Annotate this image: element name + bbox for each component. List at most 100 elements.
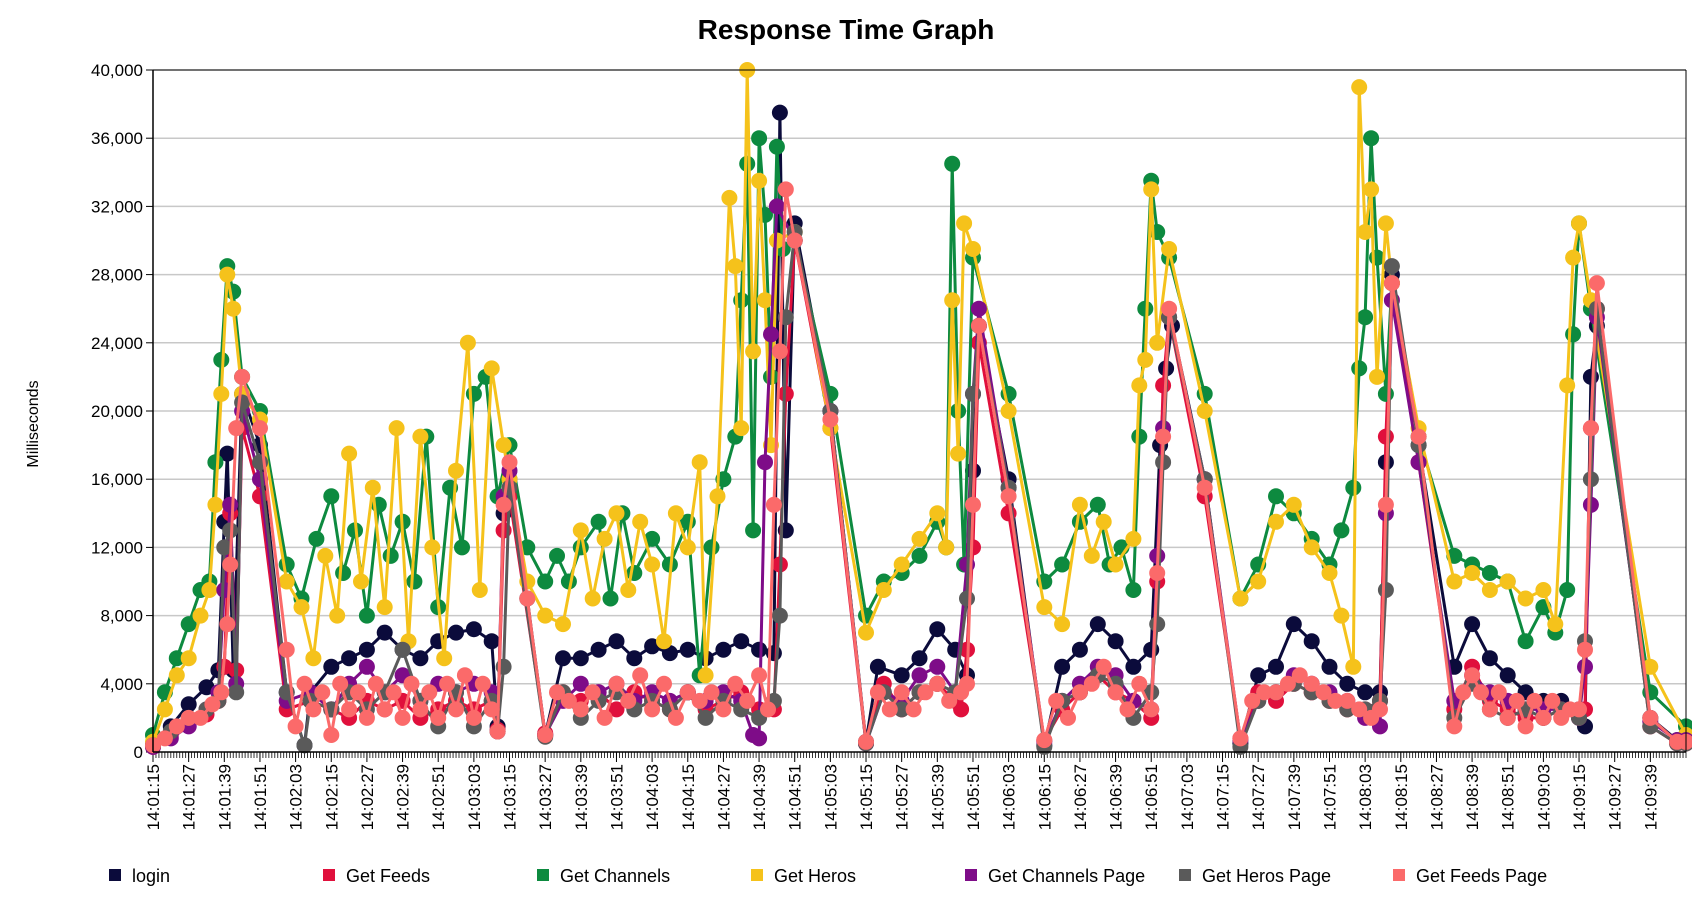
data-point [1345, 658, 1362, 675]
data-point [1372, 701, 1388, 718]
data-point [454, 539, 470, 556]
data-point [216, 539, 233, 556]
x-tick-label: 14:04:39 [750, 764, 769, 830]
data-point [465, 709, 482, 726]
data-point [192, 607, 209, 624]
data-point [204, 696, 221, 713]
data-point [869, 658, 886, 675]
data-point [305, 650, 322, 667]
series-login [145, 104, 1692, 754]
data-point [555, 650, 571, 667]
data-point [667, 505, 684, 522]
data-point [590, 641, 607, 658]
data-point [332, 675, 349, 692]
data-point [382, 547, 399, 564]
x-tick-label: 14:01:15 [144, 764, 163, 830]
data-point [1083, 675, 1100, 692]
data-point [644, 530, 661, 547]
data-point [763, 368, 779, 385]
legend-item: Get Heros [751, 866, 856, 886]
data-point [893, 684, 910, 701]
data-point [911, 547, 928, 564]
data-point [465, 621, 482, 638]
y-tick-label: 40,000 [91, 61, 143, 80]
data-point [403, 675, 420, 692]
legend-label: Get Heros Page [1202, 866, 1331, 886]
data-point [207, 454, 224, 471]
data-point [1125, 658, 1142, 675]
data-point [1377, 215, 1394, 232]
data-point [323, 488, 340, 505]
x-tick-label: 14:07:51 [1320, 764, 1339, 830]
data-point [965, 496, 981, 513]
data-point [751, 667, 768, 684]
data-point [1363, 130, 1380, 147]
data-point [1131, 428, 1148, 445]
data-point [626, 565, 643, 581]
x-tick-label: 14:07:27 [1249, 764, 1268, 830]
series-layer [145, 62, 1692, 755]
data-point [424, 539, 441, 556]
x-tick-label: 14:07:03 [1178, 764, 1197, 830]
data-point [739, 692, 756, 709]
data-point [768, 232, 785, 249]
y-tick-label: 20,000 [91, 402, 143, 421]
data-point [881, 701, 898, 718]
data-point [459, 334, 476, 351]
data-point [970, 300, 987, 317]
data-point [537, 727, 554, 743]
data-point [353, 573, 369, 590]
data-point [474, 675, 491, 692]
data-point [679, 539, 696, 556]
x-tick-label: 14:06:27 [1071, 764, 1090, 830]
data-point [180, 696, 197, 713]
data-point [483, 633, 500, 650]
data-point [308, 530, 325, 547]
data-point [439, 675, 456, 692]
y-tick-label: 16,000 [91, 470, 143, 489]
data-point [519, 590, 536, 607]
data-point [412, 428, 429, 445]
data-point [745, 522, 762, 539]
x-tick-label: 14:04:03 [643, 764, 662, 830]
data-point [376, 624, 393, 641]
data-point [1000, 403, 1017, 419]
data-point [1196, 403, 1213, 419]
data-point [358, 607, 375, 624]
data-point [156, 730, 173, 747]
data-point [572, 522, 589, 539]
legend-swatch [965, 869, 977, 881]
data-point [323, 727, 340, 743]
x-tick-label: 14:05:15 [857, 764, 876, 830]
data-point [1279, 675, 1296, 692]
x-tick-label: 14:06:15 [1035, 764, 1054, 830]
data-point [768, 138, 785, 155]
data-point [555, 616, 571, 633]
data-point [1107, 633, 1124, 650]
data-point [765, 496, 782, 513]
data-point [180, 616, 197, 633]
x-tick-label: 14:02:39 [394, 764, 413, 830]
data-point [1149, 334, 1166, 351]
data-point [495, 437, 512, 454]
data-point [602, 590, 619, 607]
data-point [1473, 684, 1489, 701]
data-point [1377, 428, 1394, 445]
data-point [495, 496, 512, 513]
data-point [596, 530, 613, 547]
data-point [1642, 658, 1659, 675]
series-line [151, 68, 1688, 743]
data-point [626, 650, 643, 667]
x-tick-label: 14:06:03 [1000, 764, 1019, 830]
data-point [905, 701, 922, 718]
legend-item: Get Channels Page [965, 866, 1145, 886]
data-point [771, 607, 788, 624]
data-point [1410, 428, 1427, 445]
data-point [1571, 215, 1587, 232]
data-point [751, 730, 768, 747]
data-point [329, 607, 346, 624]
data-point [1517, 590, 1534, 607]
data-point [1582, 420, 1599, 437]
data-point [448, 462, 464, 479]
